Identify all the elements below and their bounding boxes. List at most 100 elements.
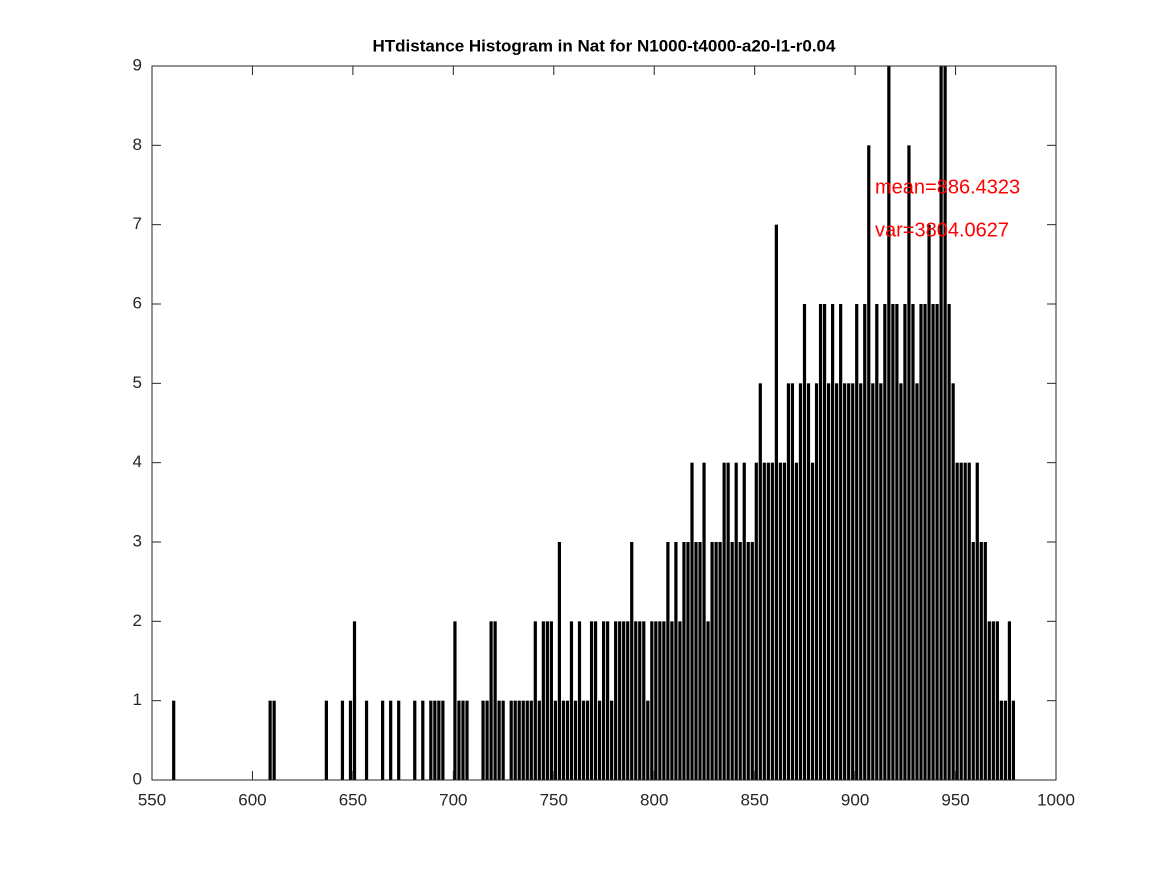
bar <box>1007 621 1012 780</box>
bar <box>549 621 553 780</box>
bar <box>585 700 590 780</box>
bar <box>650 621 654 780</box>
bar <box>987 621 991 780</box>
bar <box>437 700 441 780</box>
bar <box>694 542 698 780</box>
bar <box>501 700 505 780</box>
bar <box>718 542 722 780</box>
bar <box>618 621 622 780</box>
bar <box>714 542 718 780</box>
bar <box>1011 700 1016 780</box>
bar <box>601 621 606 780</box>
bar <box>746 542 750 780</box>
bar <box>666 542 670 780</box>
bar <box>642 621 646 780</box>
bar <box>875 304 879 780</box>
bar <box>397 700 401 780</box>
bar <box>847 383 851 780</box>
bar <box>959 462 963 780</box>
bar <box>662 621 666 780</box>
bar <box>172 700 176 780</box>
y-tick-label: 5 <box>133 373 142 392</box>
bar <box>967 462 971 780</box>
bar <box>638 621 642 780</box>
bar <box>895 304 899 780</box>
bar <box>798 383 803 780</box>
bar <box>762 462 766 780</box>
bar <box>814 383 819 780</box>
bar <box>513 700 517 780</box>
bar <box>573 700 578 780</box>
bar <box>509 700 513 780</box>
bar <box>818 304 823 780</box>
bar <box>517 700 521 780</box>
bar <box>943 66 947 780</box>
y-tick-label: 7 <box>133 214 142 233</box>
bar <box>698 542 702 780</box>
bar <box>839 304 843 780</box>
bar <box>565 700 570 780</box>
bar <box>706 621 710 780</box>
bar <box>871 383 875 780</box>
bar <box>907 145 911 781</box>
y-tick-label: 2 <box>133 611 142 630</box>
bar <box>561 700 566 780</box>
bar <box>577 621 582 780</box>
bar <box>722 462 726 780</box>
bar <box>268 700 272 780</box>
bar <box>726 462 730 780</box>
bar <box>324 700 328 780</box>
bar <box>593 621 598 780</box>
bar <box>826 383 831 780</box>
bar <box>465 700 469 780</box>
bar <box>658 621 662 780</box>
bar <box>686 542 690 780</box>
bar <box>939 66 943 780</box>
y-tick-label: 0 <box>133 769 142 788</box>
bar <box>272 700 276 780</box>
bar <box>364 700 369 780</box>
bar <box>529 700 533 780</box>
bar <box>963 462 967 780</box>
bar <box>883 304 887 780</box>
bar <box>589 621 594 780</box>
bar <box>413 700 417 780</box>
bar <box>702 462 706 780</box>
bar <box>421 700 425 780</box>
bar <box>955 462 959 780</box>
bar <box>521 700 525 780</box>
bar <box>911 304 915 780</box>
bar <box>581 700 586 780</box>
bar <box>1003 700 1007 780</box>
bar <box>533 621 537 780</box>
bar <box>626 621 630 780</box>
y-tick-label: 8 <box>133 135 142 154</box>
bar <box>991 621 995 780</box>
bar <box>429 700 433 780</box>
bar <box>630 542 634 780</box>
bar <box>750 542 754 780</box>
bar <box>790 383 795 780</box>
bar <box>975 462 979 780</box>
bar <box>851 383 855 780</box>
bar <box>983 542 987 780</box>
x-tick-label: 700 <box>439 790 467 809</box>
bar <box>806 383 811 780</box>
bar <box>887 66 891 780</box>
bar <box>690 462 694 780</box>
x-tick-label: 600 <box>238 790 266 809</box>
bar <box>979 542 983 780</box>
bar <box>441 700 445 780</box>
bar <box>891 304 895 780</box>
bar <box>835 383 839 780</box>
bar <box>927 224 931 780</box>
bar <box>810 462 815 780</box>
bar <box>859 383 863 780</box>
annotation: mean=886.4323 <box>875 176 1020 198</box>
x-tick-label: 800 <box>640 790 668 809</box>
bar <box>855 304 859 780</box>
bar <box>485 700 489 780</box>
chart-title: HTdistance Histogram in Nat for N1000-t4… <box>373 36 836 55</box>
